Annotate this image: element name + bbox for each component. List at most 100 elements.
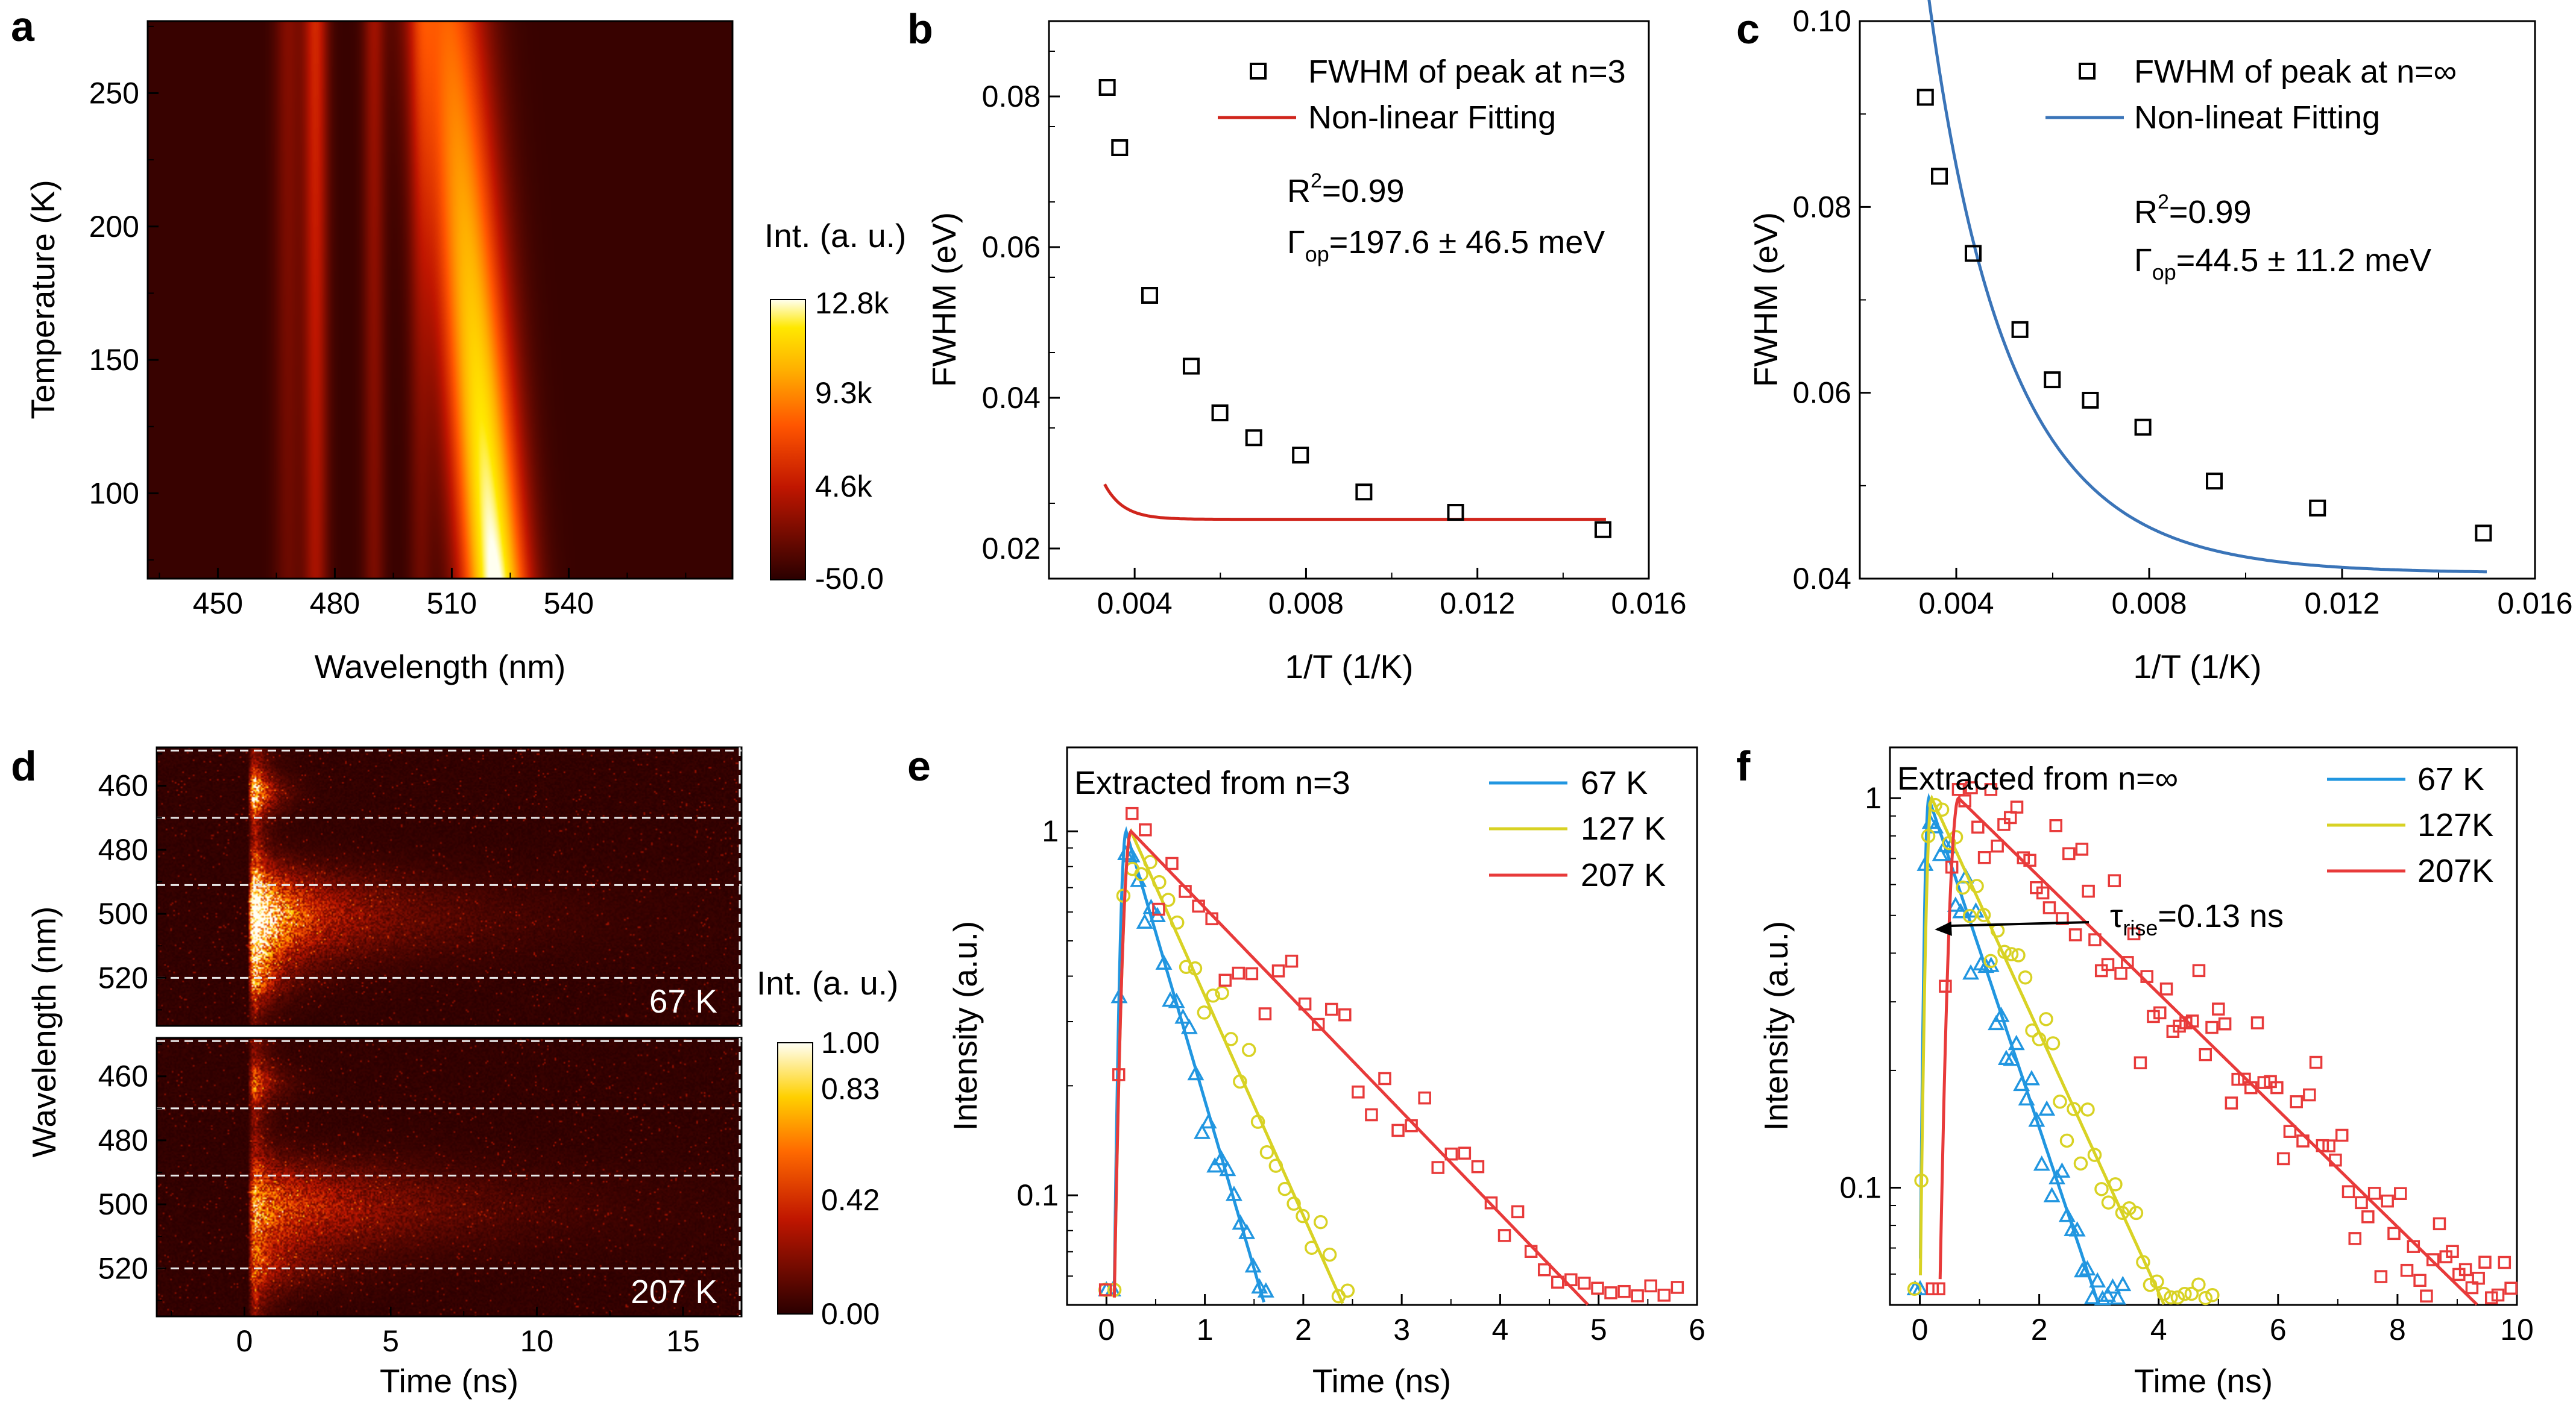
x-tick-label: 0.012 xyxy=(1440,586,1515,620)
data-point xyxy=(1631,1289,1644,1303)
panel-d-colorbar xyxy=(777,1042,813,1315)
panel-a-colorbar-title: Int. (a. u.) xyxy=(764,217,906,254)
colorbar-tick-label: 9.3k xyxy=(815,376,873,410)
data-point xyxy=(2303,1088,2316,1102)
data-point xyxy=(2348,1232,2362,1245)
panel-b-chart: 0.004 0.008 0.012 0.016 0.02 0.04 0.06 0.08 FWH… xyxy=(925,20,1687,685)
data-point xyxy=(2270,1081,2284,1095)
data-point xyxy=(1170,915,1185,930)
data-point xyxy=(2413,1274,2426,1287)
data-point xyxy=(1939,979,1952,993)
x-tick-label: 4 xyxy=(1492,1313,1509,1347)
data-point xyxy=(1219,1160,1236,1177)
data-point xyxy=(1174,1008,1192,1024)
data-point xyxy=(1257,1282,1274,1298)
data-point xyxy=(1927,818,1944,834)
data-point xyxy=(1296,1208,1310,1224)
data-point xyxy=(1976,908,1991,922)
x-tick-label: 3 xyxy=(1393,1313,1410,1347)
panel-b-gamma: Γop=197.6 ± 46.5 meV xyxy=(1287,224,1605,266)
panel-c-legend: FWHM of peak at n=∞ Non-lineat Fitting xyxy=(2045,54,2457,136)
colorbar-tick-label: 0.42 xyxy=(821,1183,880,1217)
data-point xyxy=(1977,850,1991,864)
x-tick-label: 0.008 xyxy=(2111,586,2187,620)
data-point xyxy=(2134,1056,2147,1070)
data-point xyxy=(1578,1277,1591,1290)
data-point xyxy=(2178,1286,2192,1301)
panel-f-title: Extracted from n=∞ xyxy=(1897,761,2178,797)
data-point xyxy=(2170,1290,2185,1305)
data-point xyxy=(1591,1281,1604,1295)
y-tick-label: 500 xyxy=(98,897,148,931)
data-point xyxy=(1952,903,1970,919)
data-point xyxy=(2058,1207,2076,1222)
x-tick-label: 10 xyxy=(520,1324,554,1358)
data-point xyxy=(2244,1081,2258,1095)
panel-e-legend: 67 K 127 K 207 K xyxy=(1489,765,1666,893)
panel-b-points xyxy=(1098,79,1611,538)
data-point xyxy=(2433,1217,2446,1231)
data-point xyxy=(2147,1010,2160,1023)
panel-f-frame xyxy=(1889,746,2518,1306)
data-point xyxy=(2121,956,2134,969)
data-point xyxy=(2109,1289,2126,1305)
data-point xyxy=(1134,867,1148,882)
data-point xyxy=(1926,1282,1939,1296)
data-point xyxy=(1245,429,1262,447)
data-point xyxy=(1244,1257,1262,1273)
x-tick-label: 0.004 xyxy=(1097,586,1173,620)
data-point xyxy=(1292,447,1309,464)
x-tick-label: 0 xyxy=(236,1324,253,1358)
data-point xyxy=(2212,1002,2225,1016)
data-point xyxy=(1564,1273,1578,1287)
data-point xyxy=(1313,1215,1328,1230)
data-point xyxy=(1251,1278,1268,1294)
data-point xyxy=(2484,1291,2498,1304)
data-point xyxy=(2018,970,2033,985)
data-point xyxy=(1225,1186,1242,1201)
data-point xyxy=(1958,794,1971,808)
data-point xyxy=(1238,1224,1256,1239)
data-point xyxy=(1971,820,1985,834)
data-point xyxy=(2276,1152,2290,1166)
data-point xyxy=(1187,1064,1205,1081)
data-point xyxy=(2044,371,2061,389)
data-point xyxy=(2173,1019,2186,1033)
panel-label-c: c xyxy=(1736,5,1760,52)
x-tick-label: 0.004 xyxy=(1918,586,1994,620)
data-point xyxy=(1232,1214,1249,1230)
panel-f-xlabel: Time (ns) xyxy=(2134,1362,2273,1400)
data-point xyxy=(1970,879,1984,893)
data-point xyxy=(2374,1270,2388,1283)
data-point xyxy=(1179,960,1194,974)
data-point xyxy=(2426,1253,2440,1266)
panel-b-axes: 0.004 0.008 0.012 0.016 0.02 0.04 0.06 0.08 xyxy=(982,51,1687,620)
data-point xyxy=(2045,1036,2061,1051)
data-point xyxy=(1984,783,1998,796)
y-tick-label: 460 xyxy=(98,769,148,803)
data-point xyxy=(2053,1095,2067,1109)
data-point xyxy=(2089,1272,2106,1288)
data-point xyxy=(2290,1095,2303,1108)
data-point xyxy=(1165,856,1179,870)
data-point xyxy=(2114,967,2127,980)
data-point xyxy=(1212,1149,1230,1166)
data-point xyxy=(2023,1070,2040,1086)
data-point xyxy=(2129,1205,2144,1221)
panel-b-r2: R2=0.99 xyxy=(1287,169,1405,209)
panel-b-legend-points: FWHM of peak at n=3 xyxy=(1308,54,1626,90)
data-point xyxy=(2400,1263,2414,1277)
data-point xyxy=(2150,1274,2164,1289)
data-point xyxy=(2088,933,2102,946)
panel-a-heatmap-image xyxy=(148,21,732,579)
data-point xyxy=(1914,1173,1929,1188)
data-point xyxy=(1139,823,1152,837)
data-point xyxy=(2420,1289,2433,1303)
data-point xyxy=(2080,1102,2095,1117)
data-point xyxy=(2114,1275,2132,1292)
data-point xyxy=(1962,964,1980,980)
data-point xyxy=(1916,89,1934,106)
data-point xyxy=(2231,1072,2244,1086)
x-tick-label: 450 xyxy=(193,586,243,620)
data-point xyxy=(2491,1288,2505,1302)
